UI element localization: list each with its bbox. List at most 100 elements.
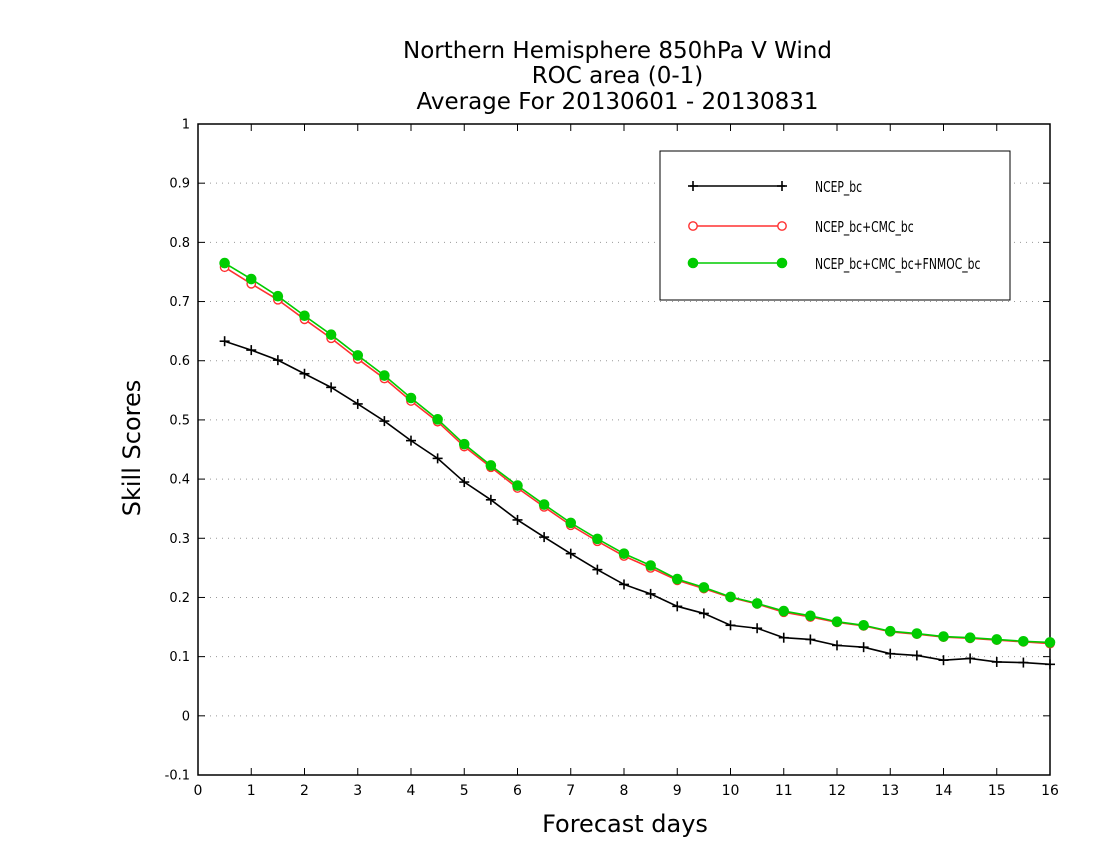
y-tick-label: 0.4 [169,473,190,488]
x-tick-label: 9 [673,783,682,799]
x-tick-label: 14 [935,783,953,799]
series-2-point-3 [299,310,310,322]
x-tick-label: 12 [828,783,846,799]
series-0-point-30 [1018,657,1029,668]
legend-marker-end-2 [776,257,788,269]
legend-label-2: NCEP_bc+CMC_bc+FNMOC_bc [815,256,980,273]
series-2-point-12 [538,499,550,510]
x-tick-label: 2 [300,783,309,799]
legend-marker-end-0 [777,181,787,191]
series-2-point-11 [512,480,523,491]
series-0-point-0 [219,336,230,347]
series-0-point-5 [352,398,363,409]
legend-label-0: NCEP_bc [815,179,862,196]
y-tick-label: 0.8 [169,236,190,251]
series-2-point-19 [725,591,736,603]
series-2-point-20 [751,598,763,609]
x-tick-label: 7 [566,783,575,799]
series-0-point-2 [272,355,283,366]
series-2-point-21 [778,605,790,617]
series-2-point-10 [485,460,497,471]
x-tick-label: 10 [722,783,740,799]
series-line-1 [224,266,1051,645]
series-0-point-28 [965,653,976,664]
legend-marker-start-1 [688,221,698,231]
series-2-point-30 [1018,635,1029,647]
x-tick-label: 11 [775,783,793,799]
legend-marker-start-0 [688,181,698,191]
y-tick-label: 0 [182,709,190,724]
series-0-point-8 [432,453,443,464]
series-0-point-15 [619,579,629,590]
series-2-point-22 [805,610,816,622]
series-2-point-23 [831,616,843,628]
series-0-point-18 [698,608,709,619]
x-tick-label: 4 [407,783,416,799]
series-0-point-19 [725,620,736,631]
series-0-point-6 [379,416,390,427]
series-2-point-16 [645,560,656,571]
y-axis-label: Skill Scores [118,379,146,517]
series-line-0 [224,340,1051,666]
series-0-point-16 [645,588,656,599]
legend-marker-start-2 [687,257,699,269]
series-2-point-0 [219,257,230,269]
series-0-point-1 [246,345,257,356]
series-0-point-7 [406,435,416,446]
series-2-point-8 [432,414,443,425]
x-tick-label: 1 [247,783,256,799]
x-tick-label: 13 [881,783,899,799]
chart-title-line-2: ROC area (0-1) [531,63,704,89]
series-2-point-18 [698,582,710,593]
series-0-point-12 [539,532,550,543]
series-0-point-27 [938,655,949,666]
series-0-point-9 [459,477,470,488]
y-tick-label: 0.3 [169,532,190,547]
series-2-point-4 [325,329,337,340]
series-0-point-29 [991,656,1002,667]
series-2-point-15 [618,548,630,559]
x-tick-label: 16 [1041,783,1059,799]
series-2-point-7 [405,392,417,404]
y-tick-label: 0.7 [169,295,190,310]
legend-label-1: NCEP_bc+CMC_bc [815,219,914,236]
series-2-point-27 [938,631,949,642]
series-0-point-22 [805,634,816,645]
x-tick-label: 0 [194,783,203,799]
series-0-point-13 [565,548,576,559]
legend-marker-end-1 [777,221,787,231]
series-0-point-26 [911,650,922,661]
series-0-point-14 [592,564,603,575]
series-0-point-17 [672,601,683,612]
series-2-point-25 [884,625,896,637]
series-2-point-29 [991,634,1003,645]
series-2-point-24 [858,619,869,631]
series-0-point-25 [885,648,896,659]
series-2-point-9 [458,438,470,450]
x-tick-label: 3 [353,783,362,799]
series-2-point-13 [565,517,577,529]
series-0-point-4 [326,382,337,393]
x-tick-label: 15 [988,783,1006,799]
series-0-point-23 [832,640,842,651]
series-2-point-2 [272,290,284,302]
y-tick-label: 0.9 [169,177,190,192]
series-2-point-6 [379,370,390,381]
series-line-2 [224,262,1051,644]
series-0-point-31 [1045,659,1055,670]
y-tick-label: -0.1 [165,769,190,784]
y-tick-label: 0.2 [169,591,190,606]
series-0-point-20 [752,623,763,634]
series-2-point-26 [911,628,923,639]
series-2-point-5 [352,350,364,361]
y-tick-label: 0.6 [169,354,190,369]
x-axis-label: Forecast days [542,810,708,838]
series-0-point-10 [485,494,496,505]
series-0-point-11 [512,514,523,525]
x-tick-label: 6 [513,783,522,799]
y-tick-label: 0.5 [169,413,190,428]
y-tick-label: 1 [182,118,190,133]
series-2-point-1 [245,273,257,285]
